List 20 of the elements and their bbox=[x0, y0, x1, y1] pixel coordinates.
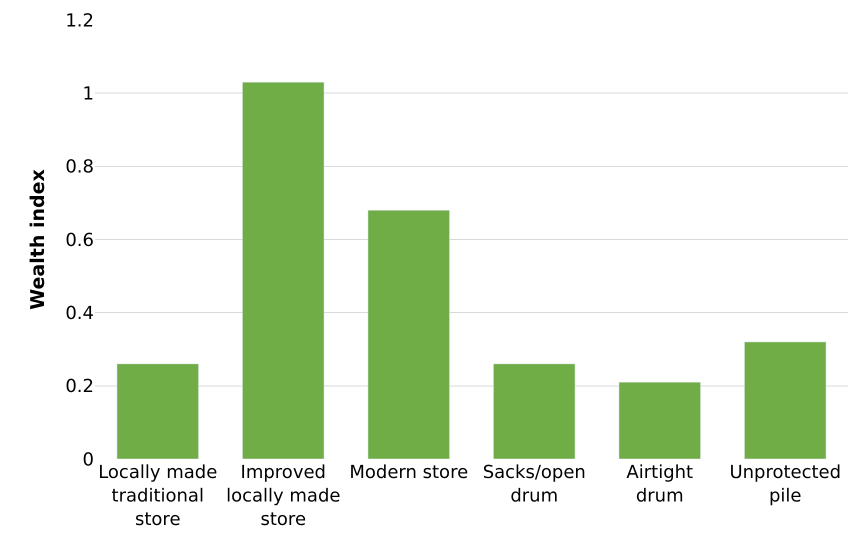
bar bbox=[493, 364, 576, 459]
bar bbox=[368, 210, 450, 459]
x-tick-label: Modern store bbox=[349, 462, 468, 483]
y-tick-label: 0.6 bbox=[65, 230, 94, 251]
bar bbox=[242, 82, 324, 459]
y-tick-label: 0.2 bbox=[65, 376, 94, 398]
x-tick-label: Airtight drum bbox=[626, 462, 694, 506]
x-tick-label: Unprotected pile bbox=[729, 462, 842, 506]
bar bbox=[744, 342, 826, 459]
bar bbox=[618, 382, 701, 459]
y-axis-title: Wealth index bbox=[27, 169, 50, 310]
x-tick-label: Sacks/open drum bbox=[482, 462, 586, 506]
y-tick-label: 1.2 bbox=[65, 10, 94, 32]
x-tick-label: Improved locally made store bbox=[226, 462, 340, 530]
y-tick-label: 0 bbox=[82, 449, 94, 470]
y-tick-label: 0.8 bbox=[65, 156, 94, 178]
y-tick-label: 1 bbox=[82, 83, 94, 104]
bar bbox=[116, 364, 199, 459]
x-tick-label: Locally made traditional store bbox=[98, 462, 218, 530]
y-tick-label: 0.4 bbox=[65, 302, 94, 324]
